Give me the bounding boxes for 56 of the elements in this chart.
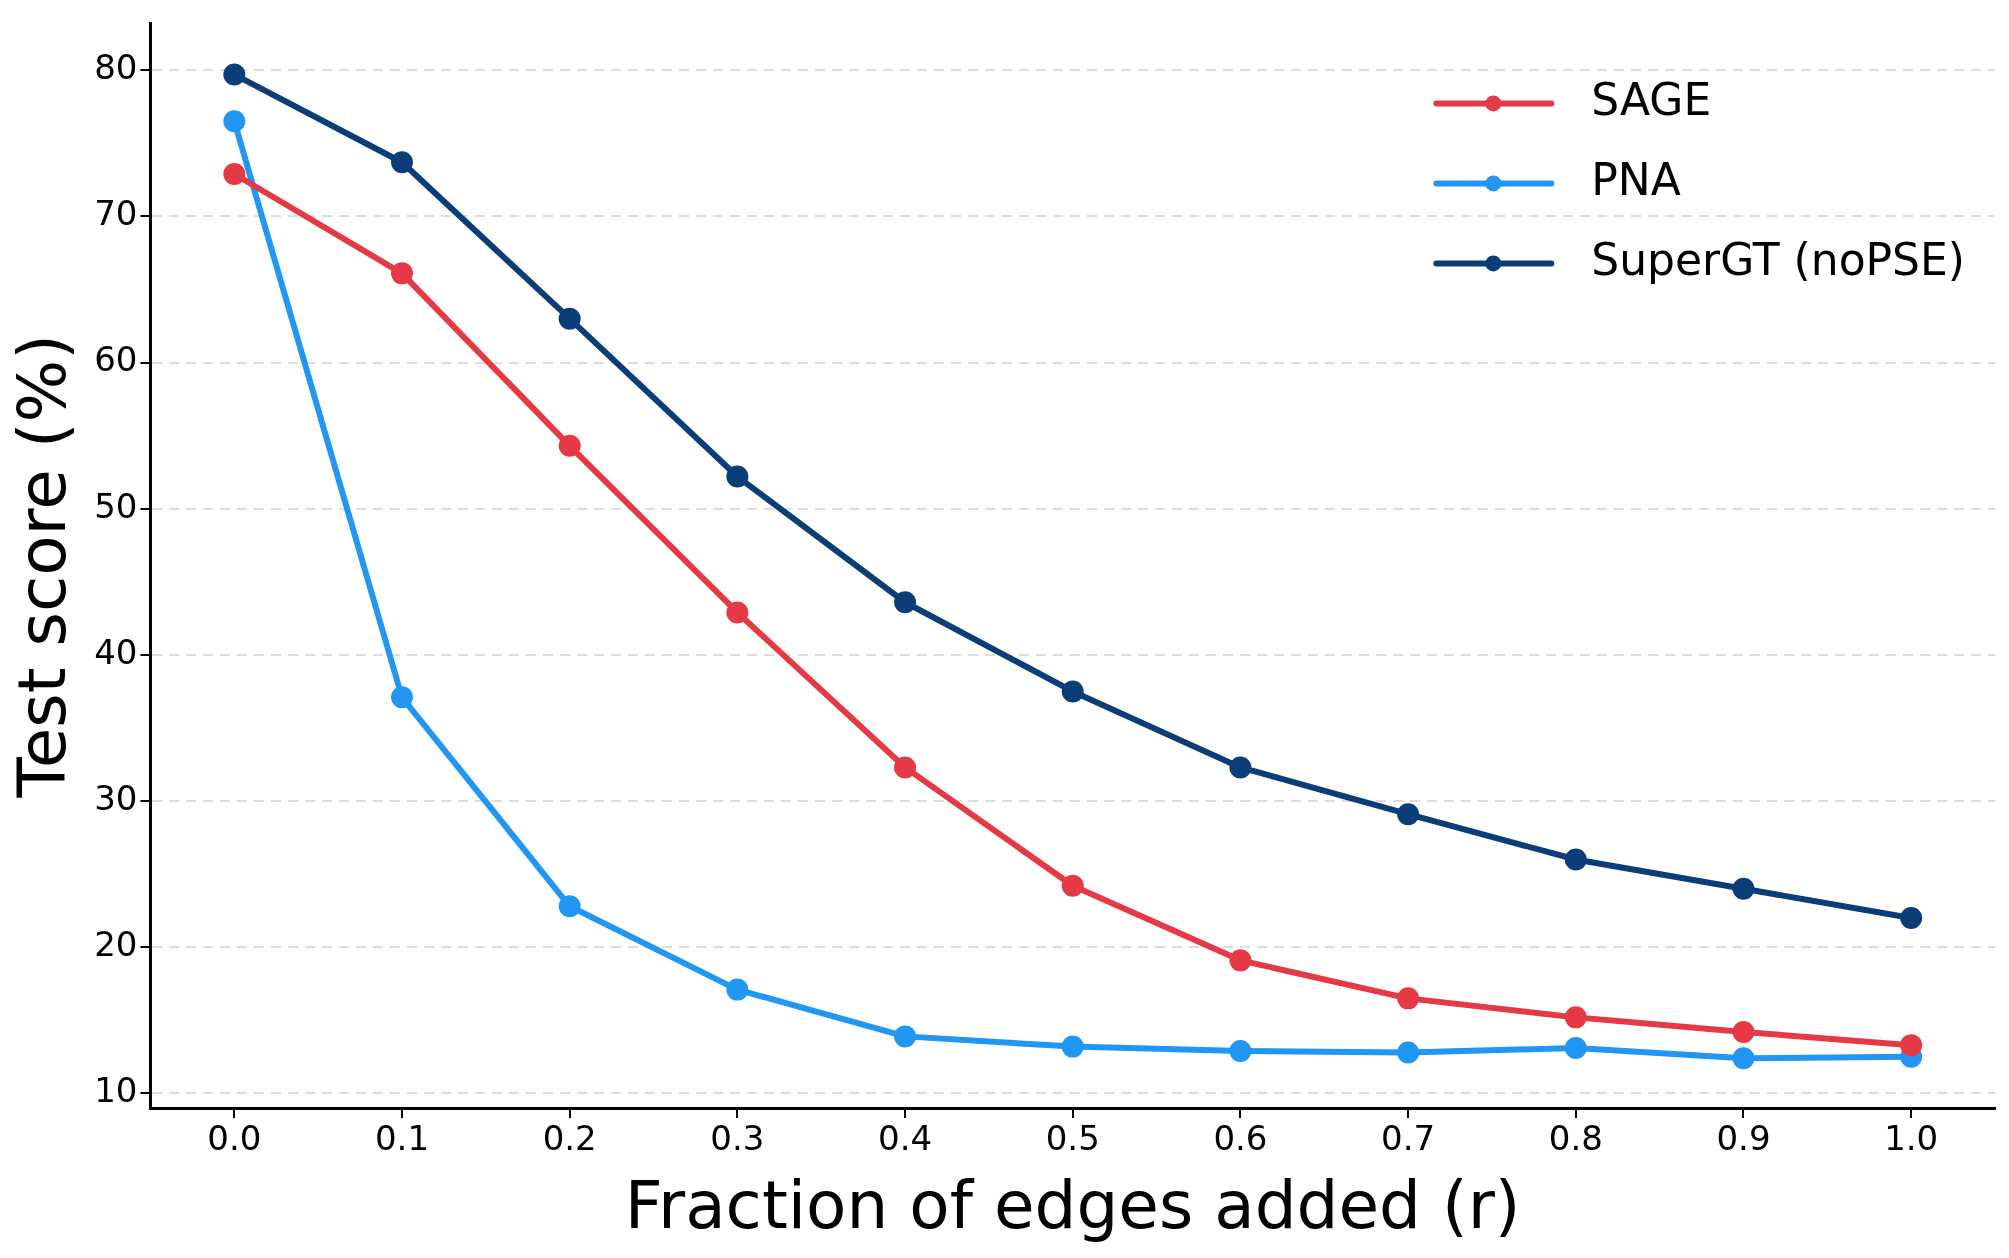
x-tick-label: 0.3 xyxy=(710,1118,765,1159)
point xyxy=(390,262,413,285)
point xyxy=(390,151,413,174)
point xyxy=(223,162,246,185)
point xyxy=(1397,803,1420,826)
point xyxy=(1061,1035,1084,1058)
point xyxy=(223,63,246,86)
point xyxy=(1564,1037,1587,1060)
point xyxy=(558,307,581,330)
y-tick-label: 80 xyxy=(94,47,138,87)
x-tick-label: 0.1 xyxy=(374,1118,430,1159)
point xyxy=(1061,680,1084,703)
point xyxy=(1732,877,1755,900)
point xyxy=(1397,1041,1420,1064)
point xyxy=(894,591,917,614)
point xyxy=(1732,1047,1755,1070)
point xyxy=(558,434,581,457)
legend-label: PNA xyxy=(1591,153,1681,205)
point xyxy=(1061,874,1084,897)
x-axis-title: Fraction of edges added (r) xyxy=(624,1166,1521,1244)
point xyxy=(390,686,413,709)
y-tick-label: 10 xyxy=(94,1070,138,1111)
y-tick-label: 40 xyxy=(94,631,138,672)
x-tick-label: 0.0 xyxy=(207,1118,262,1159)
y-tick-label: 20 xyxy=(94,924,138,965)
point xyxy=(1732,1020,1755,1043)
x-tick-label: 0.7 xyxy=(1381,1118,1436,1159)
point xyxy=(223,110,246,133)
y-tick-label: 70 xyxy=(94,193,138,234)
point xyxy=(1229,1039,1252,1062)
point xyxy=(726,978,749,1001)
x-tick-label: 0.8 xyxy=(1548,1118,1603,1159)
point xyxy=(894,756,917,779)
legend-label: SAGE xyxy=(1591,73,1712,125)
y-tick-label: 60 xyxy=(94,339,138,380)
x-tick-label: 0.6 xyxy=(1213,1118,1268,1159)
point xyxy=(1564,1006,1587,1029)
x-tick-label: 0.4 xyxy=(878,1118,933,1159)
x-tick-label: 0.9 xyxy=(1716,1118,1771,1159)
x-tick-label: 1.0 xyxy=(1884,1118,1939,1159)
y-tick-label: 30 xyxy=(94,777,138,818)
point xyxy=(726,601,749,624)
y-axis-title: Test score (%) xyxy=(3,333,81,799)
point xyxy=(1229,756,1252,779)
point xyxy=(1397,987,1420,1010)
x-tick-label: 0.5 xyxy=(1045,1118,1100,1159)
point xyxy=(1900,1034,1923,1057)
point xyxy=(558,895,581,918)
point xyxy=(894,1025,917,1048)
point xyxy=(1900,906,1923,929)
point xyxy=(1229,949,1252,972)
legend-label: SuperGT (noPSE) xyxy=(1591,233,1965,285)
point xyxy=(726,465,749,488)
y-tick-label: 50 xyxy=(94,485,138,526)
point xyxy=(1564,848,1587,871)
x-tick-label: 0.2 xyxy=(542,1118,597,1159)
